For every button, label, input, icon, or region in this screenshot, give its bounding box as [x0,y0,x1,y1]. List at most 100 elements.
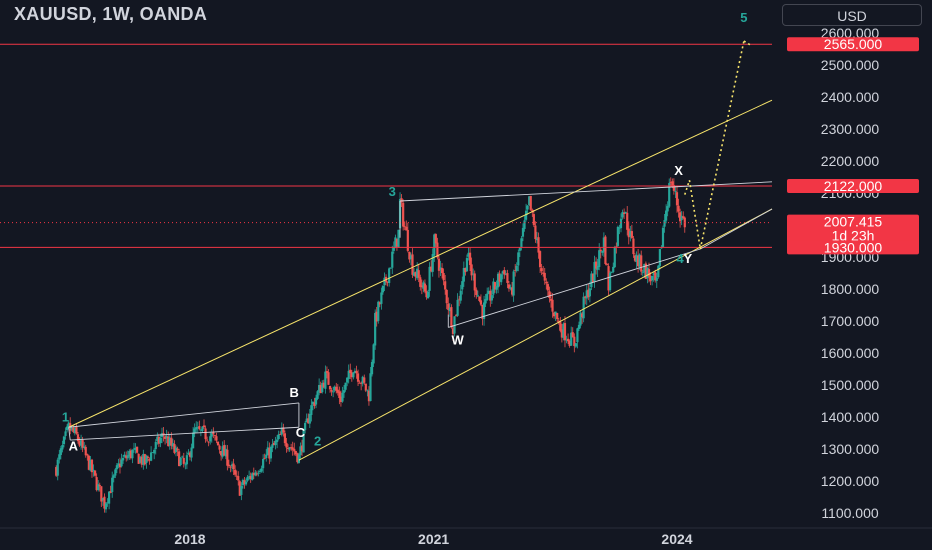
candle-body [495,286,498,290]
candle-body [454,314,458,316]
candle-body [223,445,226,456]
candle-body [293,448,296,452]
candle-body [434,234,437,244]
triangle-line [400,181,773,202]
candle-body [644,263,647,279]
candle-body [626,212,629,230]
candle-body [610,272,613,273]
candle-body [641,272,644,274]
candle-body [473,273,476,291]
candle-body [612,266,615,272]
candle-body [178,451,181,467]
candle-body [493,282,497,290]
wave-label-y: Y [684,251,693,266]
candle-body [383,277,386,286]
candle-body [503,270,506,275]
candle-body [487,290,490,294]
candle-body [277,434,280,439]
candle-body [405,226,408,231]
candle-body [500,274,503,283]
candle-body [305,418,308,423]
candle-body [341,392,344,402]
candle-body [207,441,210,443]
price-tick-label: 1100.000 [821,505,879,521]
candle-body [590,273,593,288]
candle-body [330,390,333,392]
candle-body [468,252,472,265]
candle-body [395,238,399,247]
candle-body [622,212,626,215]
candle-body [209,436,212,442]
candle-body [238,481,241,496]
price-tag-label: 2565.000 [824,36,883,52]
projection-line [743,40,753,47]
projection-line [684,179,691,195]
candle-body [255,473,259,475]
candle-body [430,266,433,272]
candle-body [135,446,139,453]
candle-body [164,436,167,439]
candle-body [308,413,311,424]
wave-label-3: 3 [389,184,396,199]
candle-body [198,426,201,430]
price-tag-label: 1930.000 [824,239,883,255]
symbol-title: XAUUSD, 1W, OANDA [14,4,208,24]
price-tick-label: 1500.000 [821,377,880,393]
candle-body [647,269,651,277]
candle-body [179,458,182,466]
wave-label-w: W [451,332,464,347]
candle-body [215,436,218,441]
price-tick-label: 1300.000 [821,441,880,457]
candle-body [112,475,115,478]
candle-body [95,477,98,491]
candle-body [543,272,546,281]
candle-body [654,272,657,281]
candle-body [638,254,641,267]
price-tag-box [787,240,919,255]
currency-button[interactable]: USD [782,4,922,26]
candle-body [682,216,685,219]
candle-body [156,436,159,442]
candle-body [445,289,448,304]
candle-body [79,440,83,446]
price-axis[interactable]: 2600.000 2500.000 2400.000 2300.000 2200.000… [821,25,880,521]
candle-body [103,496,106,509]
price-tick-label: 2200.000 [821,153,880,169]
candle-body [165,435,168,439]
candle-body [476,295,479,297]
candle-body [311,401,315,405]
time-tick-label: 2018 [174,531,205,547]
time-axis[interactable]: 2018 2021 2024 [0,527,932,547]
candle-body [598,250,601,268]
candle-body [86,454,89,456]
candle-body [643,263,646,273]
candle-body [422,282,425,289]
candle-body [65,426,69,431]
candle-body [302,430,305,453]
candle-body [212,431,215,435]
candle-body [89,459,92,471]
candle-body [84,446,87,456]
candle-body [288,447,291,450]
candle-body [587,289,590,298]
candle-body [669,181,672,183]
candle-body [204,428,207,440]
candle-body [159,437,162,444]
candle-body [325,371,329,373]
candle-body [153,449,156,454]
candle-body [436,242,439,258]
candle-body [266,447,269,456]
candle-body [566,338,570,342]
price-tick-label: 2300.000 [821,121,880,137]
candle-body [276,439,279,442]
price-tick-label: 1700.000 [821,313,880,329]
candle-body [121,457,125,461]
candle-body [571,332,574,338]
wave-label-1: 1 [62,409,69,424]
candle-body [596,265,599,270]
candle-body [282,427,285,433]
projection-line [688,180,702,250]
candle-body [78,440,81,446]
candle-body [145,455,148,464]
